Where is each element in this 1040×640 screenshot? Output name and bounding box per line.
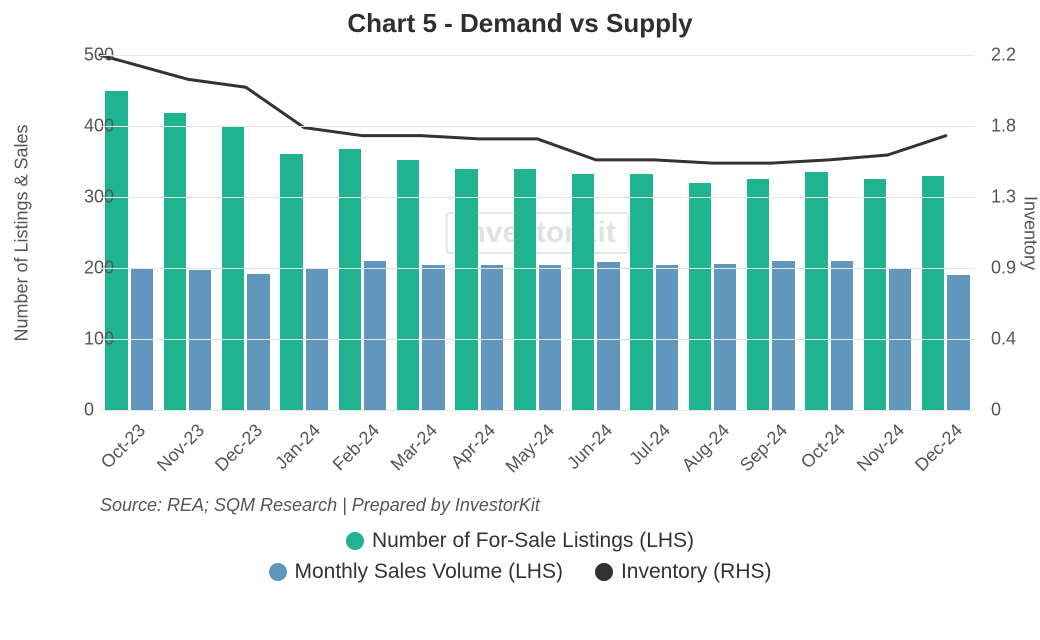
y-left-tick: 0 [84, 400, 92, 421]
x-tick: Nov-23 [194, 420, 209, 435]
inventory-line [100, 55, 946, 163]
y-right-tick: 0 [983, 400, 1001, 421]
plot-area: InvestorKit [100, 55, 975, 410]
x-tick: Jan-24 [310, 420, 325, 435]
legend-label: Number of For-Sale Listings (LHS) [372, 529, 694, 553]
x-tick: Dec-24 [952, 420, 967, 435]
legend-item: Monthly Sales Volume (LHS) [269, 560, 563, 584]
grid-line [100, 410, 975, 411]
x-tick: Feb-24 [369, 420, 384, 435]
legend-swatch [346, 532, 364, 550]
legend-label: Inventory (RHS) [621, 560, 772, 584]
grid-line [100, 197, 975, 198]
line-layer [100, 55, 975, 410]
y-left-tick: 300 [84, 187, 92, 208]
chart-container: Chart 5 - Demand vs Supply InvestorKit N… [0, 0, 1040, 640]
x-tick: Aug-24 [719, 420, 734, 435]
x-tick: Oct-24 [835, 420, 850, 435]
legend-row: Monthly Sales Volume (LHS) Inventory (RHS… [0, 560, 1040, 587]
x-tick: Jun-24 [602, 420, 617, 435]
x-tick: Mar-24 [427, 420, 442, 435]
x-tick: Dec-23 [252, 420, 267, 435]
y-left-tick: 500 [84, 45, 92, 66]
x-tick: Jul-24 [660, 420, 675, 435]
y-axis-left-label: Number of Listings & Sales [12, 124, 33, 341]
grid-line [100, 339, 975, 340]
legend-swatch [595, 563, 613, 581]
legend: Number of For-Sale Listings (LHS) Monthly… [0, 525, 1040, 587]
x-tick: Sep-24 [777, 420, 792, 435]
y-right-tick: 2.2 [983, 45, 1016, 66]
y-right-tick: 0.4 [983, 329, 1016, 350]
y-right-tick: 0.9 [983, 258, 1016, 279]
y-left-tick: 100 [84, 329, 92, 350]
y-axis-right-label: Inventory [1020, 195, 1040, 269]
legend-swatch [269, 563, 287, 581]
y-left-tick: 400 [84, 116, 92, 137]
x-tick: May-24 [544, 420, 559, 435]
chart-title: Chart 5 - Demand vs Supply [0, 8, 1040, 39]
source-text: Source: REA; SQM Research | Prepared by … [100, 495, 540, 516]
x-tick: Nov-24 [894, 420, 909, 435]
grid-line [100, 268, 975, 269]
y-right-tick: 1.3 [983, 187, 1016, 208]
legend-label: Monthly Sales Volume (LHS) [295, 560, 563, 584]
grid-line [100, 126, 975, 127]
y-right-tick: 1.8 [983, 116, 1016, 137]
x-tick: Apr-24 [485, 420, 500, 435]
x-tick: Oct-23 [135, 420, 150, 435]
legend-row: Number of For-Sale Listings (LHS) [0, 529, 1040, 556]
grid-line [100, 55, 975, 56]
legend-item: Number of For-Sale Listings (LHS) [346, 529, 694, 553]
legend-item: Inventory (RHS) [595, 560, 772, 584]
y-left-tick: 200 [84, 258, 92, 279]
